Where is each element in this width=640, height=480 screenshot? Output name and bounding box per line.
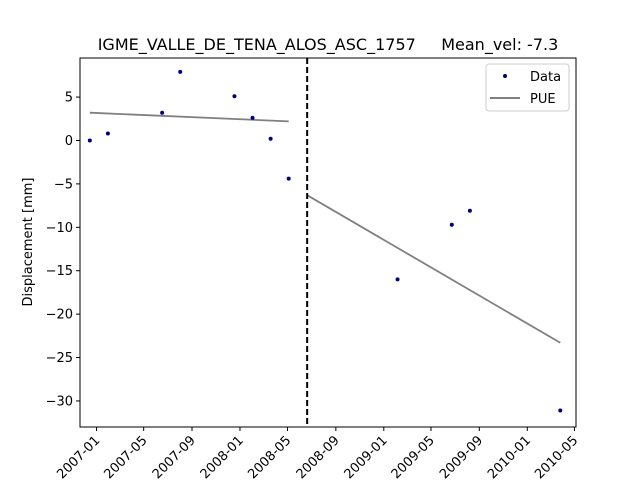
x-tick-label: 2008-09 <box>294 433 343 480</box>
legend-data-marker <box>503 74 507 78</box>
x-tick-label: 2009-01 <box>342 433 391 480</box>
x-tick-label: 2008-05 <box>245 433 294 480</box>
data-point <box>395 277 400 282</box>
y-tick-label: −30 <box>46 394 73 409</box>
y-axis-label: Displacement [mm] <box>21 178 36 307</box>
y-tick-label: −20 <box>46 308 73 323</box>
legend-data-label: Data <box>530 70 561 85</box>
y-tick-label: −15 <box>46 264 73 279</box>
y-tick-label: −10 <box>46 221 73 236</box>
data-point <box>268 136 273 141</box>
x-tick-label: 2007-09 <box>150 433 199 480</box>
legend: Data PUE <box>485 63 570 112</box>
x-tick-label: 2010-05 <box>532 433 581 480</box>
y-tick-label: −25 <box>46 351 73 366</box>
data-point <box>160 110 165 115</box>
data-point <box>467 208 472 213</box>
data-point <box>87 138 92 143</box>
data-point <box>178 69 183 74</box>
y-tick-label: −5 <box>54 177 73 192</box>
x-tick-label: 2010-01 <box>485 433 534 480</box>
pue-line-segment-2 <box>306 194 561 344</box>
x-tick-label: 2007-05 <box>101 433 150 480</box>
y-tick-label: 0 <box>65 134 73 149</box>
plot-frame <box>79 57 577 428</box>
x-tick-label: 2008-01 <box>198 433 247 480</box>
data-point <box>449 222 454 227</box>
x-tick-label: 2009-09 <box>437 433 486 480</box>
data-point <box>232 94 237 99</box>
data-point <box>558 408 563 413</box>
x-tick-label: 2009-05 <box>389 433 438 480</box>
legend-pue-label: PUE <box>530 92 556 107</box>
data-point <box>105 131 110 136</box>
data-point <box>250 115 255 120</box>
chart-title: IGME_VALLE_DE_TENA_ALOS_ASC_1757 Mean_ve… <box>98 35 559 55</box>
y-tick-label: 5 <box>65 91 73 106</box>
pue-line-segment-1 <box>89 111 289 123</box>
x-tick-label: 2007-01 <box>54 433 103 480</box>
data-point <box>286 176 291 181</box>
